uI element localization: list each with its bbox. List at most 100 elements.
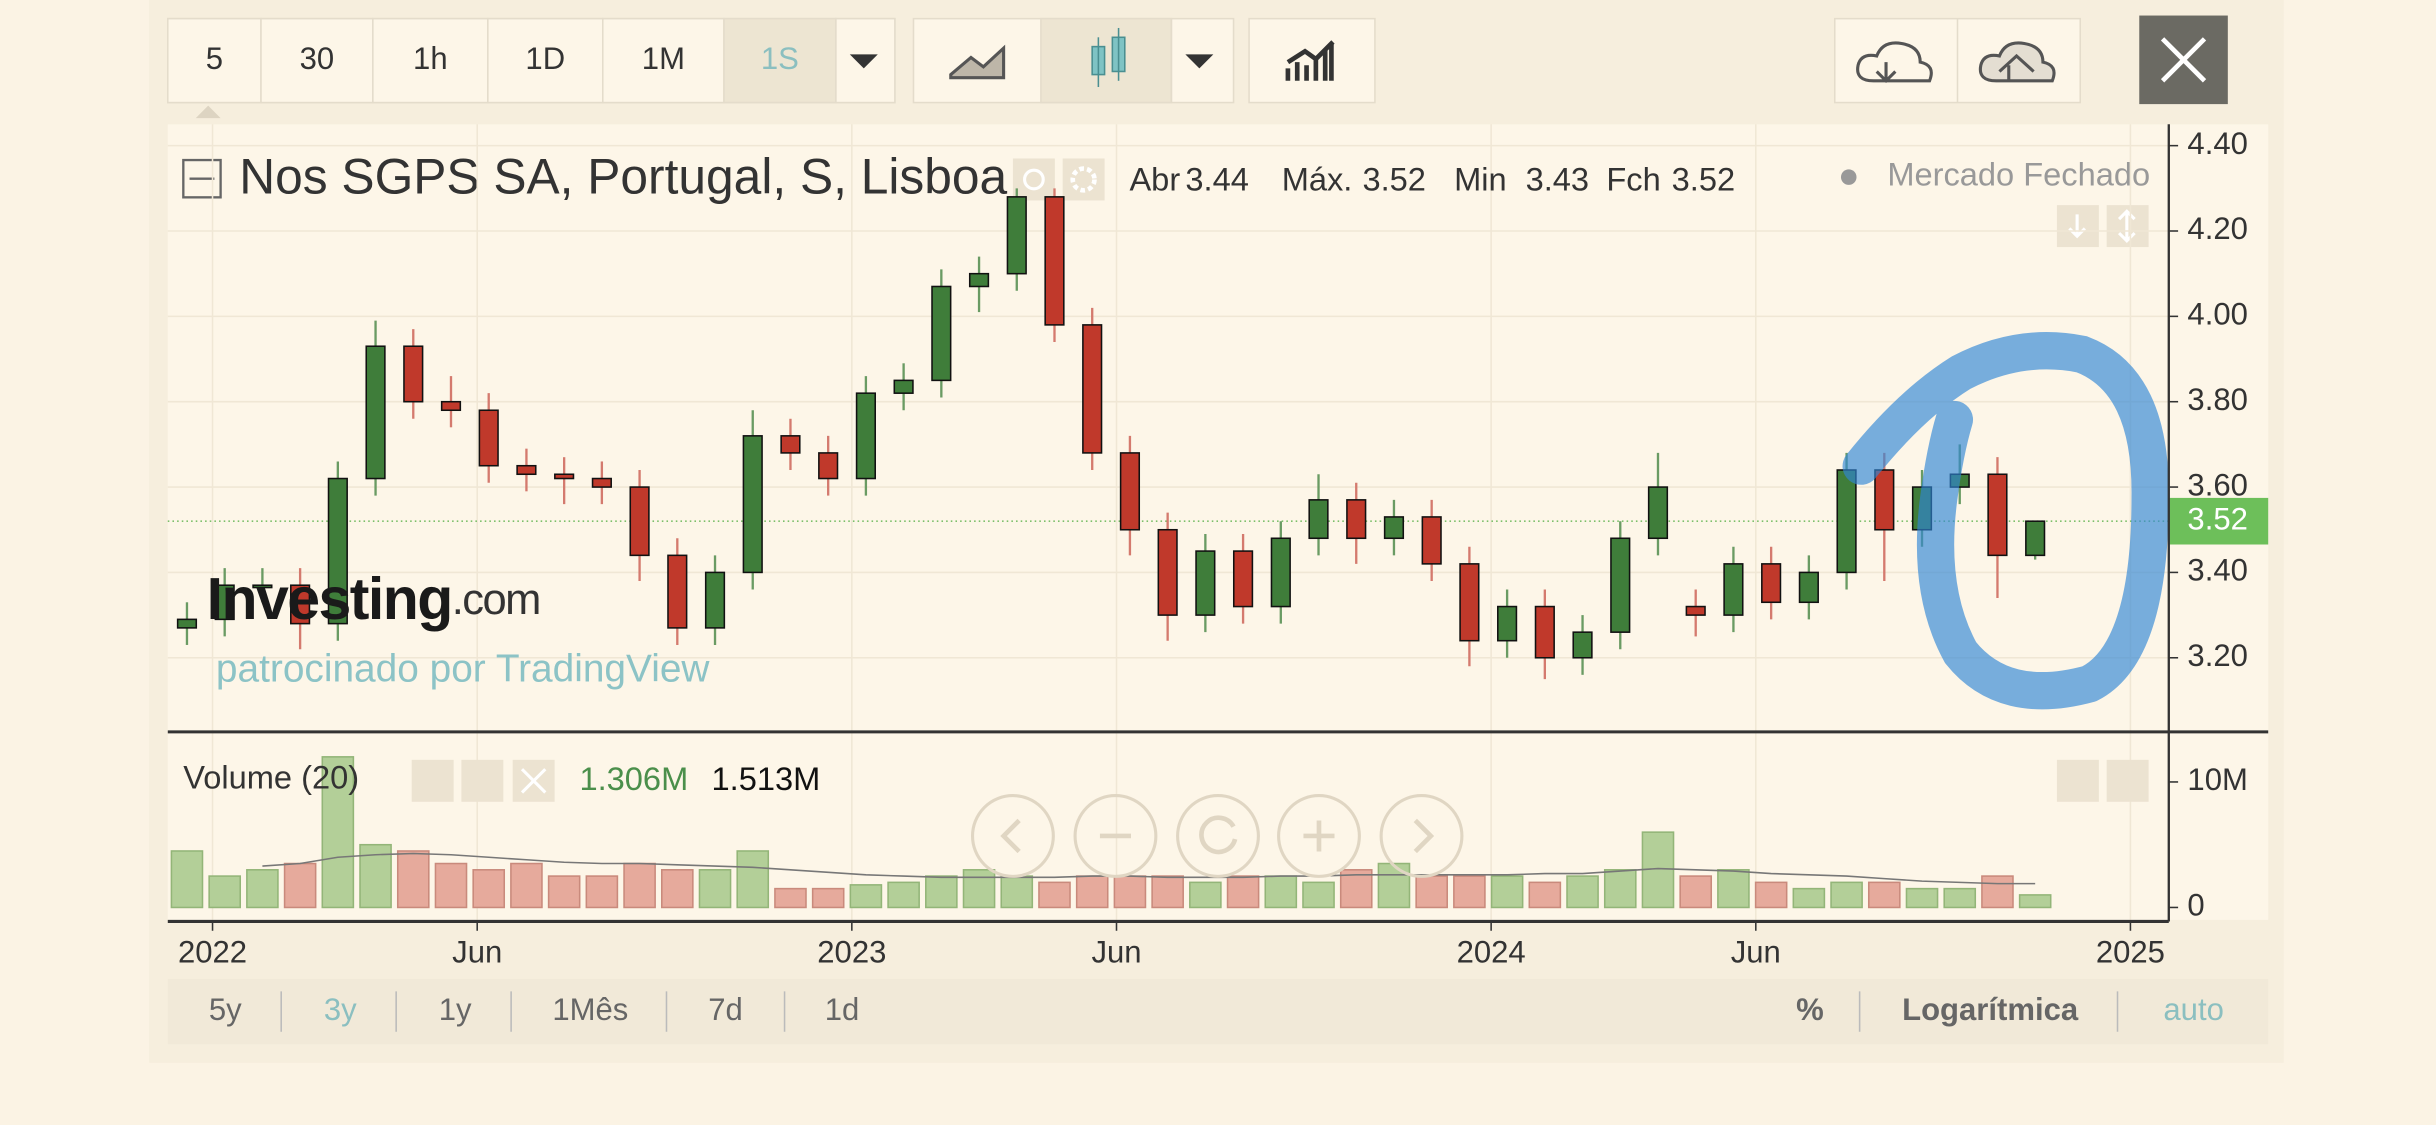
interval-button[interactable] <box>260 17 374 104</box>
nav-zoom-out[interactable] <box>1073 794 1158 878</box>
hand-drawn-circle <box>1842 332 2169 710</box>
settings-button[interactable] <box>1062 158 1105 201</box>
watermark-brand: Investing.com <box>207 565 540 631</box>
volume-bar <box>1264 875 1298 909</box>
candle-body <box>1534 605 1555 659</box>
candle-body <box>1006 196 1027 275</box>
y-tick-label: 4.00 <box>2187 297 2247 332</box>
scale-option[interactable]: Logarítmica <box>1902 992 2079 1027</box>
candle-body <box>1383 516 1405 540</box>
candle-body <box>855 392 876 480</box>
candle-body <box>1572 631 1593 659</box>
watermark-brand-name: Investing <box>207 565 452 631</box>
range-button[interactable]: 7d <box>708 992 743 1027</box>
interval-label: 30 <box>300 41 335 76</box>
volume-bar <box>1377 862 1411 909</box>
range-bar <box>167 978 2269 1045</box>
candle-body <box>1270 537 1291 608</box>
y-tick-label: 4.20 <box>2187 211 2247 246</box>
candle-body <box>252 584 273 589</box>
ohlc-value: 3.52 <box>1362 160 1425 197</box>
candle-body <box>214 584 235 621</box>
x-tick-label: Jun <box>452 934 502 969</box>
indicators-icon <box>1285 40 1335 81</box>
volume-bar <box>246 869 279 909</box>
y-tick-label: 10M <box>2187 762 2247 797</box>
eye-button[interactable] <box>411 759 454 802</box>
candle-body <box>1497 605 1518 642</box>
watermark-sponsor: patrocinado por TradingView <box>216 648 710 691</box>
cloud-download-icon[interactable] <box>1856 41 1933 83</box>
volume-bar <box>1226 875 1260 909</box>
volume-bar <box>1603 869 1637 909</box>
range-button[interactable]: 1d <box>825 992 860 1027</box>
interval-label: 1S <box>761 41 799 76</box>
candle-body <box>176 618 198 629</box>
candle-body <box>1685 605 1706 616</box>
range-button[interactable]: 5y <box>209 992 242 1027</box>
close-icon <box>2160 37 2207 83</box>
candle-body <box>1836 469 1857 574</box>
candle-body <box>478 409 499 467</box>
move-up-button[interactable] <box>2056 759 2099 802</box>
volume-bar <box>1830 881 1863 909</box>
scale-option[interactable]: % <box>1796 992 1824 1027</box>
dropdown-arrow[interactable] <box>1185 54 1214 69</box>
volume-bar <box>1113 875 1147 909</box>
interval-button[interactable] <box>602 17 725 104</box>
volume-bar <box>1189 881 1222 909</box>
volume-bar <box>774 887 807 909</box>
volume-bar <box>1490 875 1524 909</box>
dropdown-arrow <box>849 54 878 69</box>
candle-body <box>629 486 650 557</box>
candle-body <box>667 554 688 629</box>
collapse-icon[interactable] <box>182 158 222 199</box>
candle-body <box>1119 452 1141 531</box>
interval-button[interactable] <box>487 17 604 104</box>
indicators-button[interactable] <box>1248 17 1376 104</box>
volume-bar <box>736 850 770 909</box>
range-button[interactable]: 1Mês <box>552 992 628 1027</box>
volume-bar <box>1038 881 1071 909</box>
y-tick-label: 0 <box>2187 888 2204 923</box>
candle-body <box>1987 473 2008 557</box>
ohlc-label: Abr <box>1129 160 1180 197</box>
nav-right[interactable] <box>1379 794 1464 878</box>
volume-bar <box>2018 894 2052 909</box>
expand-button[interactable] <box>2106 759 2149 802</box>
nav-zoom-in[interactable] <box>1277 794 1361 878</box>
volume-bar <box>283 862 317 909</box>
interval-label: 1h <box>413 41 448 76</box>
settings-button[interactable] <box>461 759 504 802</box>
range-button[interactable]: 3y <box>324 992 357 1027</box>
x-tick-label: Jun <box>1091 934 1141 969</box>
volume-bar <box>1000 875 1034 909</box>
x-tick-label: 2022 <box>178 934 247 969</box>
interval-button[interactable] <box>723 17 837 104</box>
last-price-label: 3.52 <box>2187 501 2247 536</box>
interval-label: 5 <box>206 41 223 76</box>
arrow-icon <box>2117 209 2136 244</box>
marks: Abr 3.44 Máx. 3.52 Min 3.43 Fch 3.523.52 <box>167 160 2269 909</box>
volume-bar <box>698 869 732 909</box>
volume-bar <box>887 881 920 909</box>
candle-body <box>968 272 990 288</box>
line-type-icon[interactable] <box>949 44 1006 80</box>
nav-left[interactable] <box>970 794 1055 878</box>
range-button[interactable]: 1y <box>439 992 472 1027</box>
scale-option[interactable]: auto <box>2163 992 2223 1027</box>
ohlc-value: 3.52 <box>1672 160 1735 197</box>
interval-button[interactable] <box>372 17 489 104</box>
nav-reset[interactable] <box>1176 794 1260 878</box>
volume-bar <box>1339 869 1373 909</box>
candle-type-button[interactable] <box>1040 17 1173 104</box>
eye-button[interactable] <box>1012 158 1055 201</box>
navigation <box>970 794 1464 878</box>
interval-label: 1M <box>642 41 685 76</box>
volume-bar <box>321 756 355 909</box>
cloud-upload-icon[interactable] <box>1978 41 2056 83</box>
candle-body <box>554 473 575 480</box>
candle-body <box>780 435 801 454</box>
interval-button[interactable] <box>167 17 262 104</box>
